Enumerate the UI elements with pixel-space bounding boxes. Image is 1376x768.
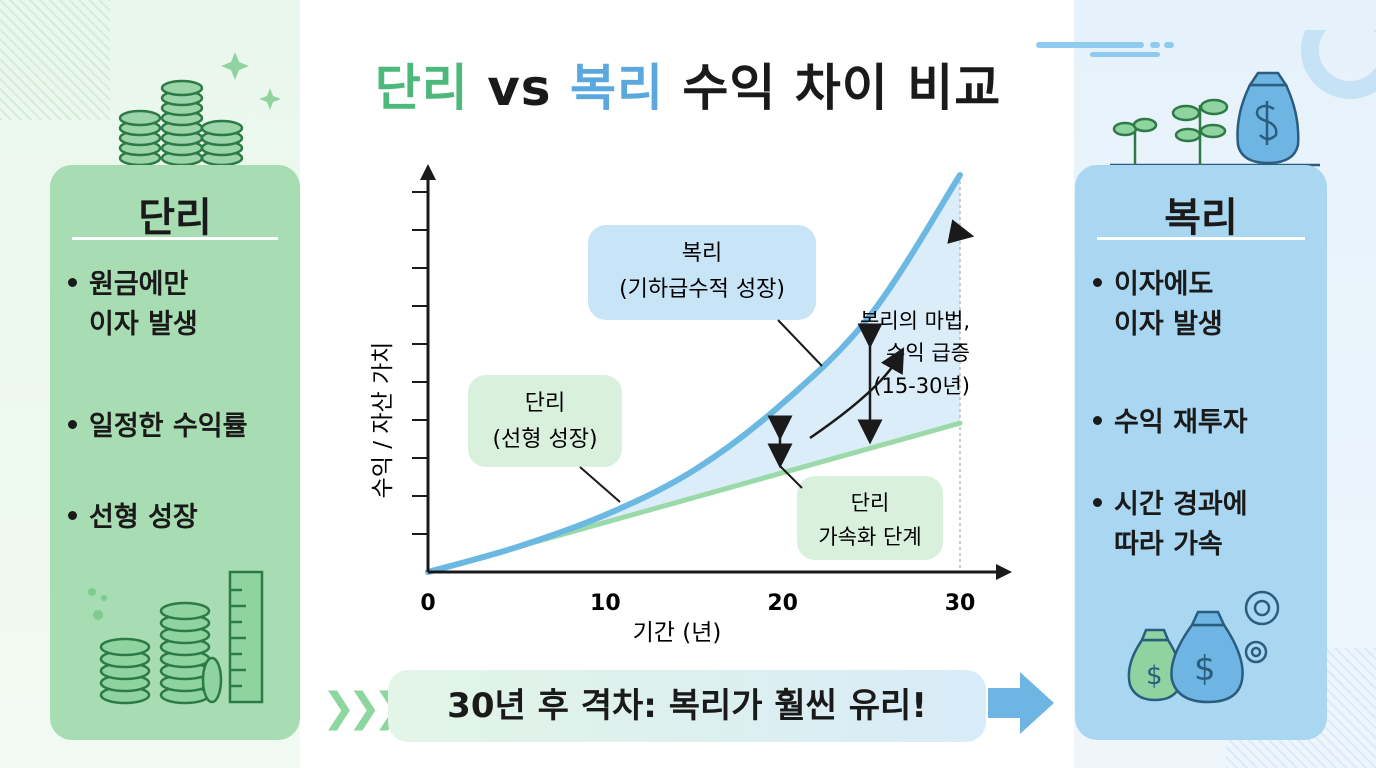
title-rest: 수익 차이 비교 <box>682 59 1002 117</box>
page-title: 단리 vs 복리 수익 차이 비교 <box>300 48 1076 120</box>
sparkle-icon <box>221 52 249 80</box>
plants-money-bag-icon <box>1110 71 1320 167</box>
right-arrow-icon <box>988 672 1054 734</box>
compound-label-line1: 복리 <box>682 241 722 266</box>
title-compound: 복리 <box>569 59 664 117</box>
growth-arrow-head <box>947 219 975 244</box>
svg-text:$: $ <box>1194 649 1216 689</box>
conclusion-banner: 30년 후 격차: 복리가 훨씬 유리! <box>388 670 986 742</box>
y-axis-label: 수익 / 자산 가치 <box>370 342 396 499</box>
accel-label-leader <box>779 465 803 489</box>
compound-interest-card: 복리 이자에도 이자 발생 수익 재투자 시간 경과에 따라 가속 <box>1075 165 1327 740</box>
bullet-text: 수익 재투자 <box>1114 407 1248 438</box>
gap-area <box>428 175 960 572</box>
x-tick-label: 0 <box>420 591 435 616</box>
bullet-item: 시간 경과에 따라 가속 <box>1093 485 1248 565</box>
compound-label-line2: (기하급수적 성장) <box>619 277 785 302</box>
coin-stacks-icon <box>118 52 281 167</box>
magic-label-line3: (15-30년) <box>873 374 970 398</box>
magic-label-line2: 수익 급증 <box>886 341 970 365</box>
bullet-text: 이자 발생 <box>89 309 198 340</box>
accel-label-line2: 가속화 단계 <box>818 525 921 549</box>
bullet-text: 이자 발생 <box>1114 309 1223 340</box>
bullet-dot <box>68 278 77 287</box>
growth-chart: 0 10 20 30 복리 (기하급수적 성장) 단리 (선형 성장) 단리 가속화 … <box>370 164 1012 646</box>
compound-label-leader <box>777 319 823 367</box>
simple-label-box <box>468 375 622 467</box>
bullet-dot <box>1093 416 1102 425</box>
bullet-item: 수익 재투자 <box>1093 403 1248 443</box>
bullet-text: 이자에도 <box>1114 269 1214 300</box>
simple-label-line1: 단리 <box>525 391 565 416</box>
compound-label-box <box>588 225 816 320</box>
bullet-dot <box>1093 278 1102 287</box>
card-divider <box>72 237 278 240</box>
simple-label-line2: (선형 성장) <box>492 427 597 452</box>
simple-interest-card-title: 단리 <box>138 195 212 241</box>
left-hatch-decoration <box>0 0 110 120</box>
y-axis-arrowhead <box>420 164 436 180</box>
x-axis-label: 기간 (년) <box>633 620 722 646</box>
x-tick-label: 20 <box>767 591 798 616</box>
bullet-item: 이자에도 이자 발생 <box>1093 265 1223 345</box>
card-divider <box>1097 237 1305 240</box>
top-right-decoration <box>1036 30 1376 99</box>
magic-label-line1: 복리의 마법, <box>860 309 970 333</box>
svg-text:$: $ <box>1146 661 1163 691</box>
x-axis-arrowhead <box>996 564 1012 580</box>
accel-label-line1: 단리 <box>851 491 890 515</box>
bullet-item: 일정한 수익률 <box>68 407 247 447</box>
coins-ruler-icon <box>88 570 264 705</box>
bullet-text: 선형 성장 <box>89 502 198 533</box>
bullet-text: 시간 경과에 <box>1114 489 1248 520</box>
bullet-dot <box>68 511 77 520</box>
bullet-text: 따라 가속 <box>1114 529 1223 560</box>
compound-interest-line <box>425 172 963 575</box>
accel-label-box <box>797 476 943 560</box>
bullet-dot <box>68 420 77 429</box>
bullet-dot <box>1093 498 1102 507</box>
bullet-text: 원금에만 <box>89 269 189 300</box>
x-tick-label: 10 <box>590 591 621 616</box>
bullet-text: 일정한 수익률 <box>89 411 248 442</box>
x-tick-label: 30 <box>945 591 976 616</box>
title-vs: vs <box>487 59 552 117</box>
title-simple: 단리 <box>374 59 469 117</box>
simple-label-leader <box>579 466 621 503</box>
bullet-item: 원금에만 이자 발생 <box>68 265 198 345</box>
compound-interest-card-title: 복리 <box>1164 195 1238 241</box>
money-bags-gears-icon: $ $ <box>1127 590 1280 704</box>
bullet-item: 선형 성장 <box>68 498 198 538</box>
